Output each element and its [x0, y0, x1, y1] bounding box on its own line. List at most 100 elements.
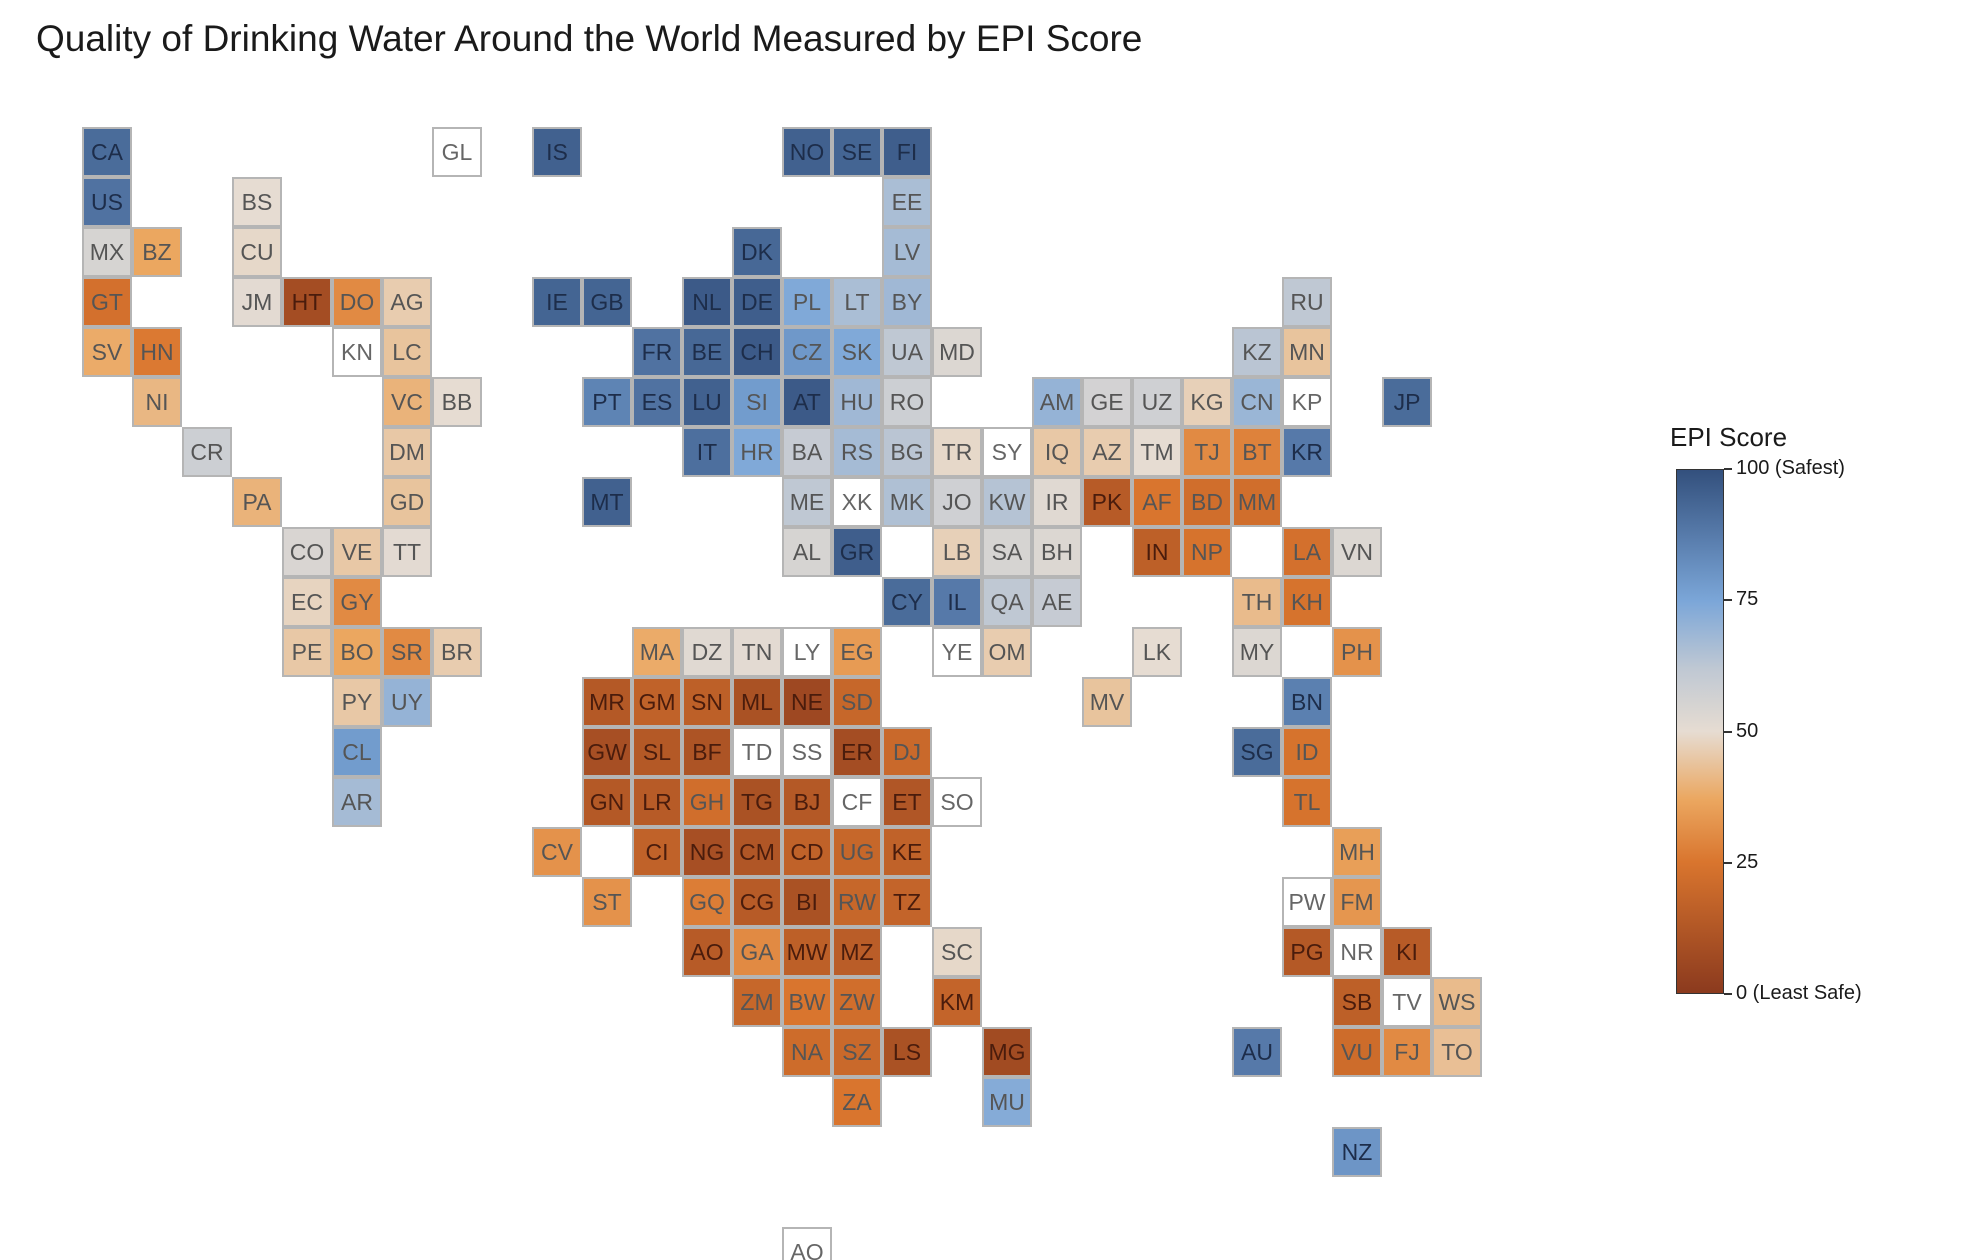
country-tile-pt[interactable]: PT — [582, 377, 632, 427]
country-tile-bs[interactable]: BS — [232, 177, 282, 227]
country-tile-bg[interactable]: BG — [882, 427, 932, 477]
country-tile-xk[interactable]: XK — [832, 477, 882, 527]
country-tile-ir[interactable]: IR — [1032, 477, 1082, 527]
country-tile-fr[interactable]: FR — [632, 327, 682, 377]
country-tile-pw[interactable]: PW — [1282, 877, 1332, 927]
country-tile-ar[interactable]: AR — [332, 777, 382, 827]
country-tile-ec[interactable]: EC — [282, 577, 332, 627]
country-tile-ca[interactable]: CA — [82, 127, 132, 177]
country-tile-dk[interactable]: DK — [732, 227, 782, 277]
country-tile-jo[interactable]: JO — [932, 477, 982, 527]
country-tile-tg[interactable]: TG — [732, 777, 782, 827]
country-tile-ve[interactable]: VE — [332, 527, 382, 577]
country-tile-tv[interactable]: TV — [1382, 977, 1432, 1027]
country-tile-bt[interactable]: BT — [1232, 427, 1282, 477]
country-tile-bn[interactable]: BN — [1282, 677, 1332, 727]
country-tile-mn[interactable]: MN — [1282, 327, 1332, 377]
country-tile-bb[interactable]: BB — [432, 377, 482, 427]
country-tile-it[interactable]: IT — [682, 427, 732, 477]
country-tile-lk[interactable]: LK — [1132, 627, 1182, 677]
country-tile-sz[interactable]: SZ — [832, 1027, 882, 1077]
country-tile-gq[interactable]: GQ — [682, 877, 732, 927]
country-tile-ci[interactable]: CI — [632, 827, 682, 877]
country-tile-vn[interactable]: VN — [1332, 527, 1382, 577]
country-tile-ml[interactable]: ML — [732, 677, 782, 727]
country-tile-ss[interactable]: SS — [782, 727, 832, 777]
country-tile-np[interactable]: NP — [1182, 527, 1232, 577]
country-tile-kw[interactable]: KW — [982, 477, 1032, 527]
country-tile-mu[interactable]: MU — [982, 1077, 1032, 1127]
country-tile-vc[interactable]: VC — [382, 377, 432, 427]
country-tile-ae[interactable]: AE — [1032, 577, 1082, 627]
country-tile-sd[interactable]: SD — [832, 677, 882, 727]
country-tile-to[interactable]: TO — [1432, 1027, 1482, 1077]
country-tile-az[interactable]: AZ — [1082, 427, 1132, 477]
country-tile-bo[interactable]: BO — [332, 627, 382, 677]
country-tile-td[interactable]: TD — [732, 727, 782, 777]
country-tile-by[interactable]: BY — [882, 277, 932, 327]
country-tile-sc[interactable]: SC — [932, 927, 982, 977]
country-tile-ph[interactable]: PH — [1332, 627, 1382, 677]
country-tile-mw[interactable]: MW — [782, 927, 832, 977]
country-tile-ne[interactable]: NE — [782, 677, 832, 727]
country-tile-cm[interactable]: CM — [732, 827, 782, 877]
country-tile-pa[interactable]: PA — [232, 477, 282, 527]
country-tile-hr[interactable]: HR — [732, 427, 782, 477]
country-tile-tr[interactable]: TR — [932, 427, 982, 477]
country-tile-so[interactable]: SO — [932, 777, 982, 827]
country-tile-dj[interactable]: DJ — [882, 727, 932, 777]
country-tile-om[interactable]: OM — [982, 627, 1032, 677]
country-tile-rs[interactable]: RS — [832, 427, 882, 477]
country-tile-er[interactable]: ER — [832, 727, 882, 777]
country-tile-eg[interactable]: EG — [832, 627, 882, 677]
country-tile-pg[interactable]: PG — [1282, 927, 1332, 977]
country-tile-ao[interactable]: AO — [682, 927, 732, 977]
country-tile-sg[interactable]: SG — [1232, 727, 1282, 777]
country-tile-lr[interactable]: LR — [632, 777, 682, 827]
country-tile-bw[interactable]: BW — [782, 977, 832, 1027]
country-tile-dm[interactable]: DM — [382, 427, 432, 477]
country-tile-ba[interactable]: BA — [782, 427, 832, 477]
country-tile-cl[interactable]: CL — [332, 727, 382, 777]
country-tile-et[interactable]: ET — [882, 777, 932, 827]
country-tile-de[interactable]: DE — [732, 277, 782, 327]
country-tile-ly[interactable]: LY — [782, 627, 832, 677]
country-tile-mh[interactable]: MH — [1332, 827, 1382, 877]
country-tile-af[interactable]: AF — [1132, 477, 1182, 527]
country-tile-be[interactable]: BE — [682, 327, 732, 377]
country-tile-is[interactable]: IS — [532, 127, 582, 177]
country-tile-cn[interactable]: CN — [1232, 377, 1282, 427]
country-tile-sl[interactable]: SL — [632, 727, 682, 777]
country-tile-sy[interactable]: SY — [982, 427, 1032, 477]
country-tile-ye[interactable]: YE — [932, 627, 982, 677]
country-tile-kh[interactable]: KH — [1282, 577, 1332, 627]
country-tile-lb[interactable]: LB — [932, 527, 982, 577]
country-tile-il[interactable]: IL — [932, 577, 982, 627]
country-tile-sb[interactable]: SB — [1332, 977, 1382, 1027]
country-tile-ge[interactable]: GE — [1082, 377, 1132, 427]
country-tile-km[interactable]: KM — [932, 977, 982, 1027]
country-tile-ga[interactable]: GA — [732, 927, 782, 977]
country-tile-py[interactable]: PY — [332, 677, 382, 727]
country-tile-tz[interactable]: TZ — [882, 877, 932, 927]
country-tile-hu[interactable]: HU — [832, 377, 882, 427]
country-tile-mm[interactable]: MM — [1232, 477, 1282, 527]
country-tile-kr[interactable]: KR — [1282, 427, 1332, 477]
country-tile-bd[interactable]: BD — [1182, 477, 1232, 527]
country-tile-tl[interactable]: TL — [1282, 777, 1332, 827]
country-tile-qa[interactable]: QA — [982, 577, 1032, 627]
country-tile-do[interactable]: DO — [332, 277, 382, 327]
country-tile-sv[interactable]: SV — [82, 327, 132, 377]
country-tile-co[interactable]: CO — [282, 527, 332, 577]
country-tile-ee[interactable]: EE — [882, 177, 932, 227]
country-tile-us[interactable]: US — [82, 177, 132, 227]
country-tile-se[interactable]: SE — [832, 127, 882, 177]
country-tile-cg[interactable]: CG — [732, 877, 782, 927]
country-tile-bz[interactable]: BZ — [132, 227, 182, 277]
country-tile-lu[interactable]: LU — [682, 377, 732, 427]
country-tile-am[interactable]: AM — [1032, 377, 1082, 427]
country-tile-me[interactable]: ME — [782, 477, 832, 527]
country-tile-ki[interactable]: KI — [1382, 927, 1432, 977]
country-tile-ch[interactable]: CH — [732, 327, 782, 377]
country-tile-sn[interactable]: SN — [682, 677, 732, 727]
